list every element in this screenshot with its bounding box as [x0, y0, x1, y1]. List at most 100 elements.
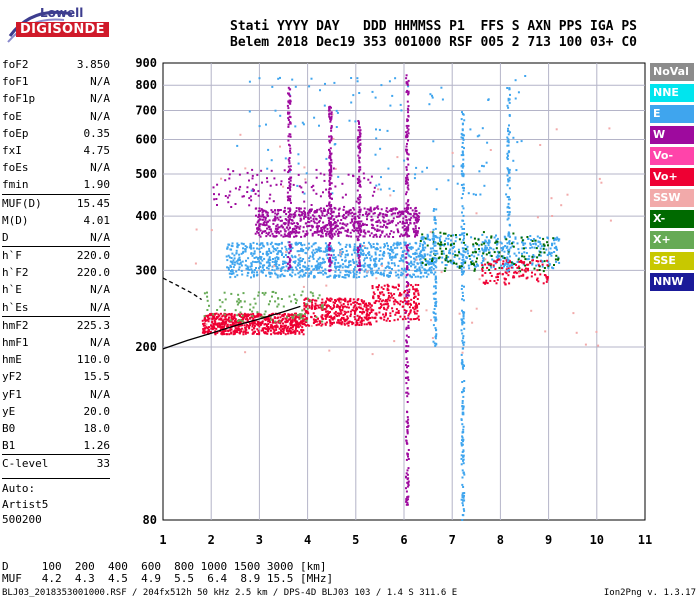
echo-point — [385, 303, 388, 306]
echo-point — [399, 315, 402, 318]
echo-point — [224, 179, 227, 182]
echo-point — [462, 163, 465, 165]
echo-point — [524, 246, 527, 249]
echo-point — [277, 212, 280, 215]
echo-point — [274, 230, 277, 233]
echo-point — [236, 300, 239, 303]
echo-point — [539, 247, 542, 250]
echo-point — [347, 303, 350, 306]
echo-point — [503, 265, 505, 268]
echo-point — [344, 256, 347, 259]
echo-point — [359, 180, 362, 183]
echo-point — [411, 246, 414, 249]
echo-point — [354, 324, 357, 327]
echo-point — [508, 176, 511, 179]
echo-point — [423, 255, 426, 258]
echo-point — [392, 251, 395, 254]
echo-point — [433, 342, 436, 345]
echo-point — [392, 300, 395, 303]
echo-point — [240, 312, 243, 315]
echo-point — [430, 266, 433, 269]
echo-point — [287, 256, 290, 258]
echo-point — [575, 331, 578, 334]
echo-point — [245, 246, 248, 249]
echo-point — [595, 330, 598, 333]
echo-point — [293, 324, 296, 327]
echo-point — [406, 126, 409, 129]
echo-point — [280, 320, 283, 323]
echo-point — [356, 247, 359, 249]
echo-point — [387, 292, 390, 294]
echo-point — [321, 235, 324, 238]
echo-point — [297, 324, 300, 327]
echo-point — [551, 242, 553, 245]
echo-point — [358, 262, 361, 265]
echo-point — [545, 280, 548, 283]
echo-point — [284, 254, 287, 256]
echo-point — [503, 264, 506, 266]
echo-point — [535, 264, 538, 267]
echo-point — [328, 242, 331, 245]
echo-point — [323, 229, 326, 232]
echo-point — [329, 228, 332, 231]
param-label: yE — [2, 404, 16, 418]
echo-point — [327, 313, 329, 316]
echo-point — [213, 317, 216, 320]
echo-point — [546, 241, 549, 244]
echo-point — [507, 267, 510, 270]
echo-point — [375, 137, 378, 140]
echo-point — [287, 222, 290, 225]
echo-point — [244, 332, 247, 335]
echo-point — [364, 268, 367, 271]
echo-point — [294, 321, 297, 324]
echo-point — [453, 256, 456, 258]
echo-point — [348, 260, 351, 263]
param-value: 220.0 — [76, 249, 110, 263]
echo-point — [499, 258, 502, 261]
echo-point — [274, 218, 277, 221]
echo-point — [407, 173, 410, 176]
echo-point — [560, 204, 563, 207]
echo-point — [289, 273, 291, 276]
echo-point — [371, 270, 374, 273]
echo-point — [323, 104, 326, 107]
echo-point — [336, 315, 339, 317]
echo-point — [231, 242, 234, 245]
echo-point — [227, 266, 230, 269]
echo-point — [378, 300, 381, 303]
echo-point — [242, 331, 245, 334]
echo-point — [397, 231, 400, 234]
echo-point — [405, 499, 408, 502]
echo-point — [490, 236, 493, 239]
echo-point — [394, 313, 397, 316]
echo-point — [346, 322, 349, 325]
echo-point — [350, 321, 353, 324]
echo-point — [350, 303, 353, 306]
echo-point — [517, 265, 520, 268]
echo-point — [405, 166, 408, 169]
echo-point — [259, 209, 262, 212]
echo-point — [314, 319, 317, 321]
echo-point — [288, 327, 291, 330]
echo-point — [383, 318, 386, 321]
echo-point — [328, 249, 331, 252]
echo-point — [364, 316, 367, 319]
echo-point — [263, 269, 265, 271]
echo-point — [406, 473, 409, 476]
echo-point — [337, 235, 340, 237]
echo-point — [496, 278, 499, 281]
echo-point — [337, 319, 340, 322]
echo-point — [369, 270, 372, 273]
echo-point — [205, 323, 208, 326]
echo-point — [250, 262, 253, 265]
echo-point — [391, 208, 394, 211]
echo-point — [407, 290, 410, 293]
echo-point — [273, 329, 276, 332]
echo-point — [315, 304, 318, 307]
echo-point — [276, 252, 279, 255]
echo-point — [286, 104, 289, 107]
echo-point — [258, 77, 261, 80]
echo-point — [339, 222, 342, 225]
echo-point — [426, 237, 428, 240]
echo-point — [354, 216, 357, 219]
